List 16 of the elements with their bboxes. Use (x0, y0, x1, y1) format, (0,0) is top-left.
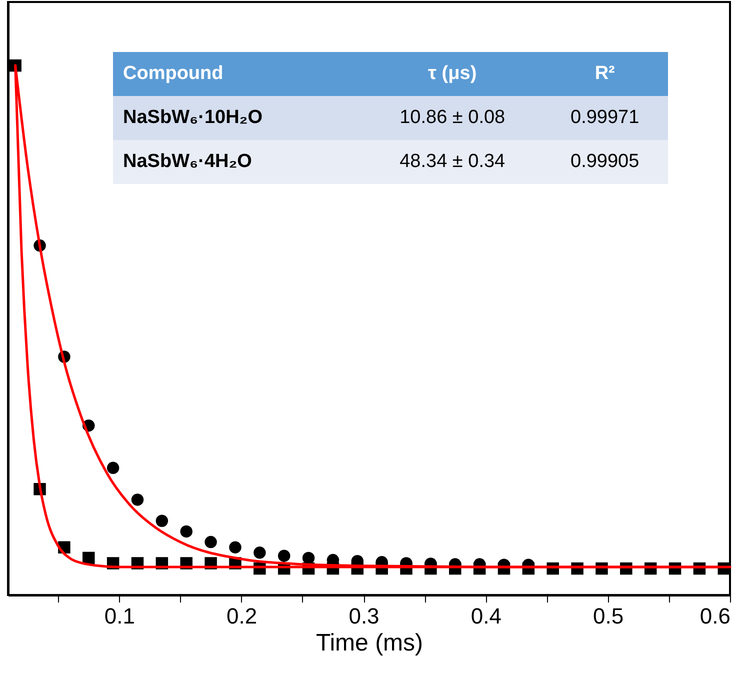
annotation: NaSbW₆·10H₂O (113, 96, 363, 140)
x-tick-label: 0.4 (470, 604, 502, 628)
annotation: R² (542, 52, 668, 96)
x-tick-label: 0.2 (226, 604, 258, 628)
annotation: Compound (113, 52, 363, 96)
x-tick-label: 0.5 (593, 604, 624, 628)
annotation: τ (μs) (363, 52, 542, 96)
x-axis-title: Time (ms) (316, 630, 424, 656)
annotation: NaSbW₆·4H₂O (113, 140, 363, 184)
x-tick-label: 0.3 (348, 604, 380, 628)
annotation: 48.34 ± 0.34 (363, 140, 542, 184)
x-tick-label: 0.1 (104, 604, 135, 628)
annotation: 0.99971 (542, 96, 668, 140)
annotation: 10.86 ± 0.08 (363, 96, 542, 140)
annotation: 0.99905 (542, 140, 668, 184)
x-tick-label: 0.6 (700, 604, 730, 628)
